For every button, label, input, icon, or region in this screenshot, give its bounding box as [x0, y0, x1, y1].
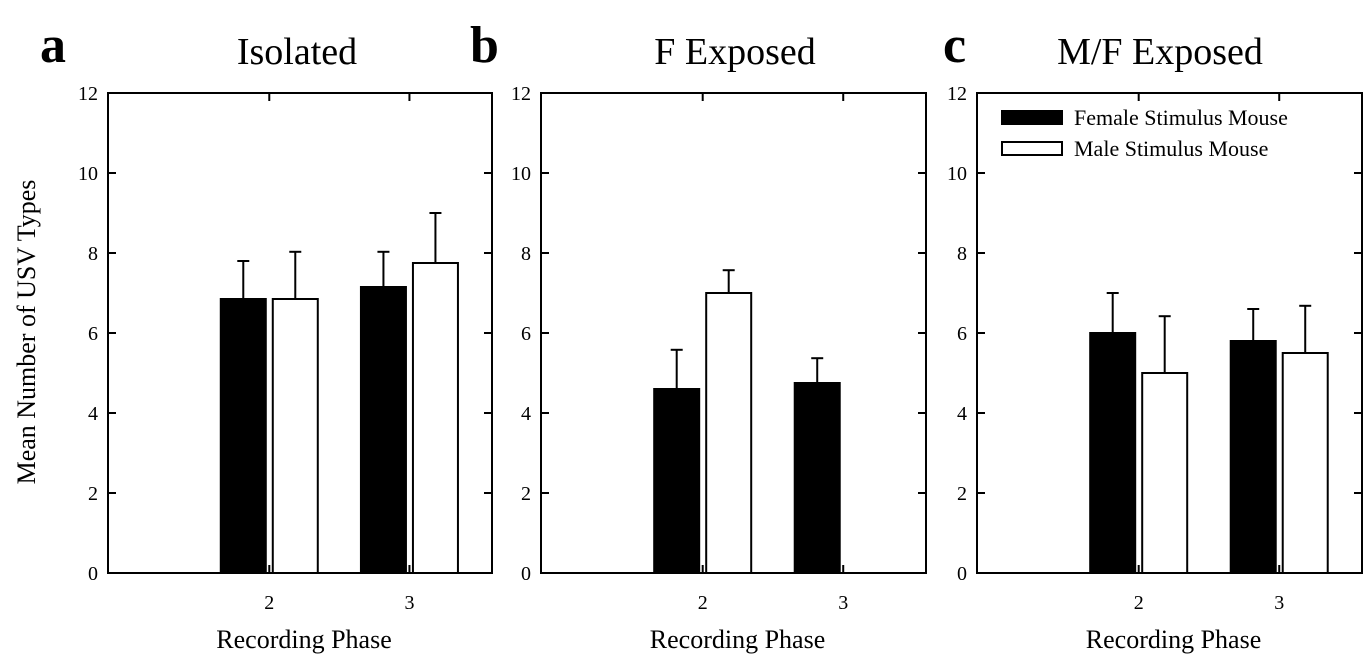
- legend-label: Female Stimulus Mouse: [1074, 105, 1288, 130]
- panel-letter: b: [470, 17, 499, 74]
- panel-c: c M/F Exposed 0 2 4 6 8 10 12 2 3 Recording Phase Fe…: [943, 17, 1363, 654]
- legend-swatch: [1001, 110, 1063, 125]
- x-axis-label: Recording Phase: [1086, 625, 1261, 654]
- y-tick-label: 2: [88, 483, 98, 505]
- panel-b: b F Exposed 0 2 4 6 8 10 12 2 3 Recording Phase: [470, 17, 927, 654]
- bar: [705, 292, 753, 574]
- bar: [411, 262, 459, 574]
- bar: [271, 298, 319, 574]
- y-tick-label: 6: [521, 323, 531, 345]
- bar: [1141, 372, 1189, 574]
- bar: [219, 298, 267, 574]
- bar: [1229, 340, 1277, 574]
- panels: a Isolated 0 2 4 6 8 10 12 2 3 Recording Phase b F Ex…: [40, 17, 1363, 654]
- x-tick-label: 2: [264, 592, 274, 614]
- panel-letter: a: [40, 17, 66, 74]
- panel-title: M/F Exposed: [1057, 31, 1263, 73]
- legend-swatch: [1001, 141, 1063, 156]
- panel-letter: c: [943, 17, 966, 74]
- y-tick-label: 8: [957, 243, 967, 265]
- y-axis-label: Mean Number of USV Types: [12, 180, 41, 485]
- y-tick-label: 10: [78, 163, 98, 185]
- bar: [793, 382, 841, 574]
- panel-title: Isolated: [237, 31, 357, 73]
- y-tick-label: 8: [88, 243, 98, 265]
- bar: [359, 286, 407, 574]
- y-tick-label: 10: [511, 163, 531, 185]
- y-tick-label: 4: [957, 403, 967, 425]
- x-tick-label: 2: [1134, 592, 1144, 614]
- y-tick-label: 2: [521, 483, 531, 505]
- y-tick-label: 0: [88, 563, 98, 585]
- x-tick-label: 3: [1274, 592, 1284, 614]
- y-tick-label: 4: [521, 403, 531, 425]
- legend: Female Stimulus Mouse Male Stimulus Mouse: [1001, 105, 1288, 161]
- y-tick-label: 12: [947, 83, 967, 105]
- y-tick-label: 10: [947, 163, 967, 185]
- y-tick-label: 12: [511, 83, 531, 105]
- y-tick-label: 2: [957, 483, 967, 505]
- bar: [1089, 332, 1137, 574]
- y-tick-label: 6: [88, 323, 98, 345]
- y-tick-label: 4: [88, 403, 98, 425]
- y-tick-label: 12: [78, 83, 98, 105]
- bar: [1281, 352, 1329, 574]
- y-tick-label: 8: [521, 243, 531, 265]
- x-tick-label: 2: [698, 592, 708, 614]
- x-axis-label: Recording Phase: [650, 625, 825, 654]
- legend-label: Male Stimulus Mouse: [1074, 136, 1268, 161]
- bar: [653, 388, 701, 574]
- x-tick-label: 3: [404, 592, 414, 614]
- y-tick-label: 6: [957, 323, 967, 345]
- x-tick-label: 3: [838, 592, 848, 614]
- y-tick-label: 0: [521, 563, 531, 585]
- panel-a: a Isolated 0 2 4 6 8 10 12 2 3 Recording Phase: [40, 17, 493, 654]
- y-tick-label: 0: [957, 563, 967, 585]
- panel-title: F Exposed: [654, 31, 816, 73]
- x-axis-label: Recording Phase: [216, 625, 391, 654]
